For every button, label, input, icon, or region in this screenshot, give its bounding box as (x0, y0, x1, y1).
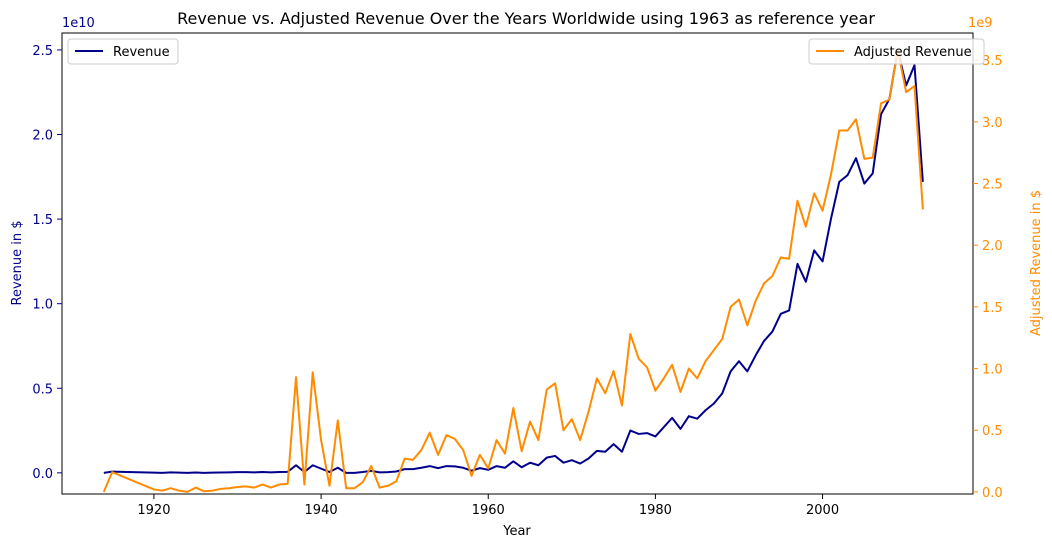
left-y-axis: 0.0 0.5 1.0 1.5 2.0 2.5 (32, 44, 62, 482)
right-y-tick-label: 2.0 (982, 239, 1003, 254)
right-y-tick-label: 0.5 (982, 424, 1003, 439)
series-line-adjusted-revenue (102, 49, 924, 493)
right-y-axis-label: Adjusted Revenue in $ (1029, 190, 1044, 336)
right-axis-offset-label: 1e9 (968, 16, 993, 31)
x-tick-label: 1980 (639, 503, 672, 518)
x-tick-label: 2000 (806, 503, 839, 518)
right-y-tick-label: 1.0 (982, 363, 1003, 378)
left-y-tick-label: 2.0 (32, 129, 53, 144)
legend-left-label: Revenue (113, 45, 170, 60)
right-y-tick-label: 0.0 (982, 486, 1003, 501)
x-tick-label: 1960 (472, 503, 505, 518)
plot-frame (61, 32, 974, 495)
x-tick-label: 1940 (305, 503, 338, 518)
left-y-tick-label: 0.5 (32, 382, 53, 397)
right-y-tick-label: 1.5 (982, 301, 1003, 316)
right-y-axis: 0.0 0.5 1.0 1.5 2.0 2.5 3.0 3.5 (973, 54, 1003, 501)
right-y-tick-label: 3.5 (982, 54, 1003, 69)
legend-left: Revenue (67, 38, 179, 65)
left-y-tick-label: 1.5 (32, 213, 53, 228)
legend-left-frame (67, 38, 179, 65)
legend-right-frame (808, 38, 985, 65)
x-tick-label: 1920 (137, 503, 170, 518)
right-y-tick-label: 2.5 (982, 178, 1003, 193)
left-axis-offset-label: 1e10 (62, 16, 95, 31)
legend-right: Adjusted Revenue (808, 38, 985, 65)
left-y-tick-label: 2.5 (32, 44, 53, 59)
series-line-revenue (103, 48, 924, 474)
x-axis: 1920 1940 1960 1980 2000 (137, 494, 839, 518)
plot-area (61, 32, 974, 495)
x-axis-label: Year (502, 524, 531, 539)
left-y-tick-label: 0.0 (32, 467, 53, 482)
series-layer (102, 48, 924, 493)
chart-title: Revenue vs. Adjusted Revenue Over the Ye… (177, 9, 875, 28)
right-y-tick-label: 3.0 (982, 116, 1003, 131)
left-y-axis-label: Revenue in $ (10, 220, 25, 305)
left-y-tick-label: 1.0 (32, 298, 53, 313)
legend-right-label: Adjusted Revenue (854, 45, 972, 60)
